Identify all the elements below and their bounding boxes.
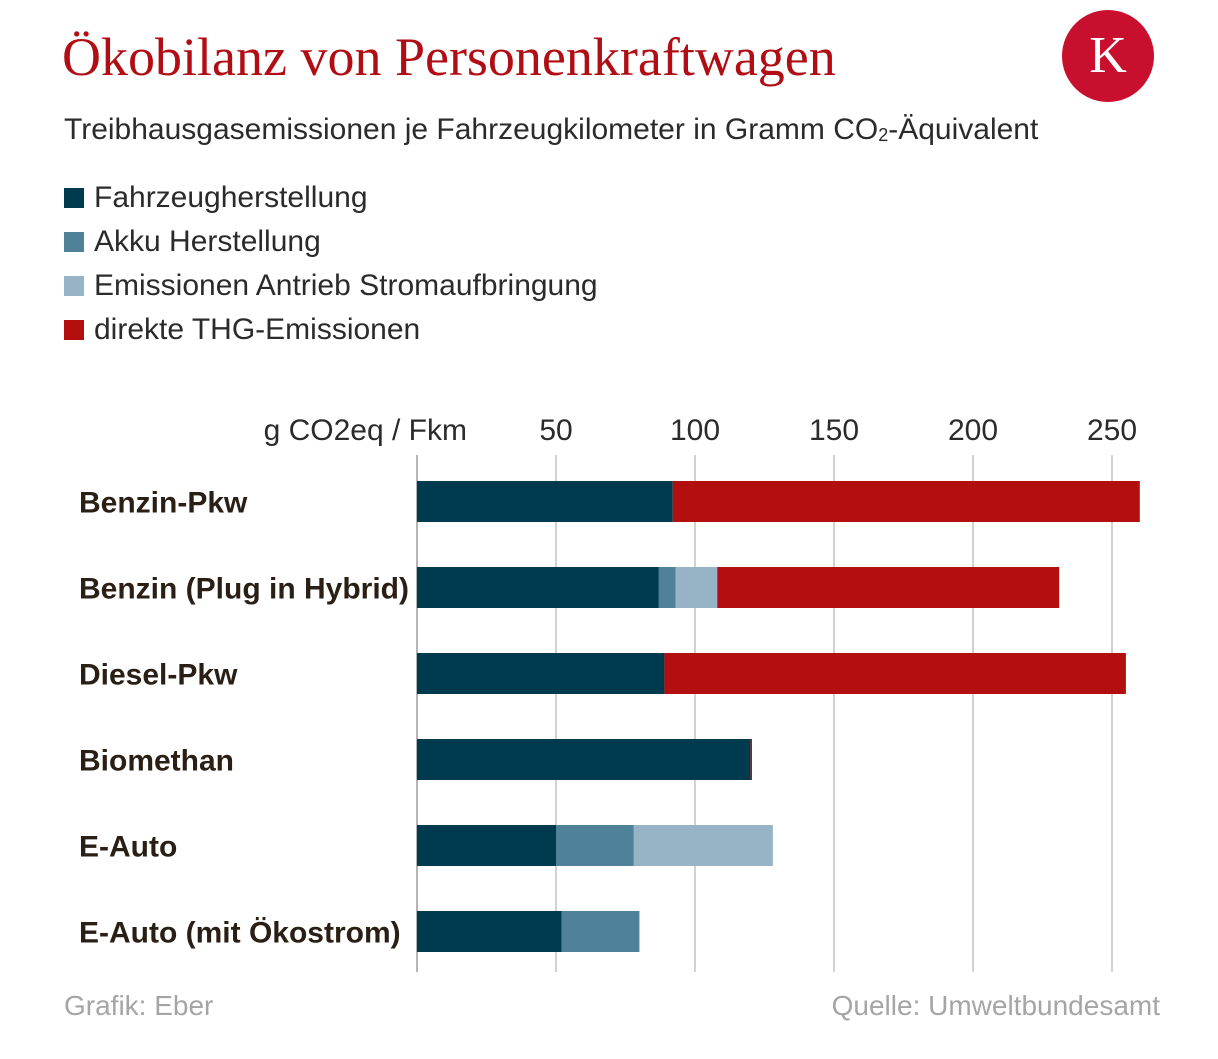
k-logo-icon: K bbox=[1062, 10, 1154, 102]
x-tick-label: 100 bbox=[670, 414, 720, 447]
x-tick-label: 150 bbox=[809, 414, 859, 447]
x-tick-label: 250 bbox=[1087, 414, 1137, 447]
bar-segment bbox=[417, 653, 665, 694]
x-tick-label: 50 bbox=[539, 414, 572, 447]
bar-segment bbox=[658, 567, 676, 608]
bar-segment bbox=[417, 739, 751, 780]
bar-segment bbox=[633, 825, 773, 866]
bar-segment bbox=[556, 825, 634, 866]
legend-item: Fahrzeugherstellung bbox=[64, 176, 598, 220]
bar-segment bbox=[561, 911, 640, 952]
legend-item: direkte THG-Emissionen bbox=[64, 308, 598, 352]
unit-label: g CO2eq / Fkm bbox=[264, 414, 467, 447]
legend-swatch bbox=[64, 232, 84, 252]
logo-letter: K bbox=[1089, 27, 1127, 84]
bar-segment bbox=[664, 653, 1126, 694]
legend-label: Akku Herstellung bbox=[94, 225, 321, 258]
legend: Fahrzeugherstellung Akku Herstellung Emi… bbox=[64, 176, 598, 352]
bar-segment bbox=[417, 481, 673, 522]
legend-item: Emissionen Antrieb Stromaufbringung bbox=[64, 264, 598, 308]
legend-label: direkte THG-Emissionen bbox=[94, 313, 421, 346]
category-label: Benzin-Pkw bbox=[79, 487, 248, 520]
legend-label: Fahrzeugherstellung bbox=[94, 181, 368, 214]
bar-segment bbox=[750, 739, 752, 780]
legend-item: Akku Herstellung bbox=[64, 220, 598, 264]
bar-segment bbox=[417, 567, 659, 608]
bar-segment bbox=[675, 567, 718, 608]
subtitle-end: -Äquivalent bbox=[888, 113, 1039, 146]
chart-title: Ökobilanz von Personenkraftwagen bbox=[62, 27, 836, 87]
category-label: Benzin (Plug in Hybrid) bbox=[79, 573, 409, 606]
source-text: Quelle: Umweltbundesamt bbox=[831, 990, 1160, 1021]
bar-segment bbox=[717, 567, 1060, 608]
legend-swatch bbox=[64, 320, 84, 340]
credit-text: Grafik: Eber bbox=[64, 990, 214, 1021]
subtitle-subscript: 2 bbox=[878, 125, 889, 145]
chart-subtitle: Treibhausgasemissionen je Fahrzeugkilome… bbox=[64, 110, 1038, 155]
bar-segment bbox=[417, 911, 562, 952]
category-label: Diesel-Pkw bbox=[79, 659, 238, 692]
legend-label: Emissionen Antrieb Stromaufbringung bbox=[94, 269, 598, 302]
category-label: E-Auto (mit Ökostrom) bbox=[79, 917, 401, 950]
bar-segment bbox=[672, 481, 1140, 522]
legend-swatch bbox=[64, 276, 84, 296]
bar-segment bbox=[417, 825, 556, 866]
legend-swatch bbox=[64, 188, 84, 208]
subtitle-main: Treibhausgasemissionen je Fahrzeugkilome… bbox=[64, 113, 879, 146]
x-tick-label: 200 bbox=[948, 414, 998, 447]
category-label: Biomethan bbox=[79, 745, 234, 778]
category-label: E-Auto bbox=[79, 831, 177, 864]
